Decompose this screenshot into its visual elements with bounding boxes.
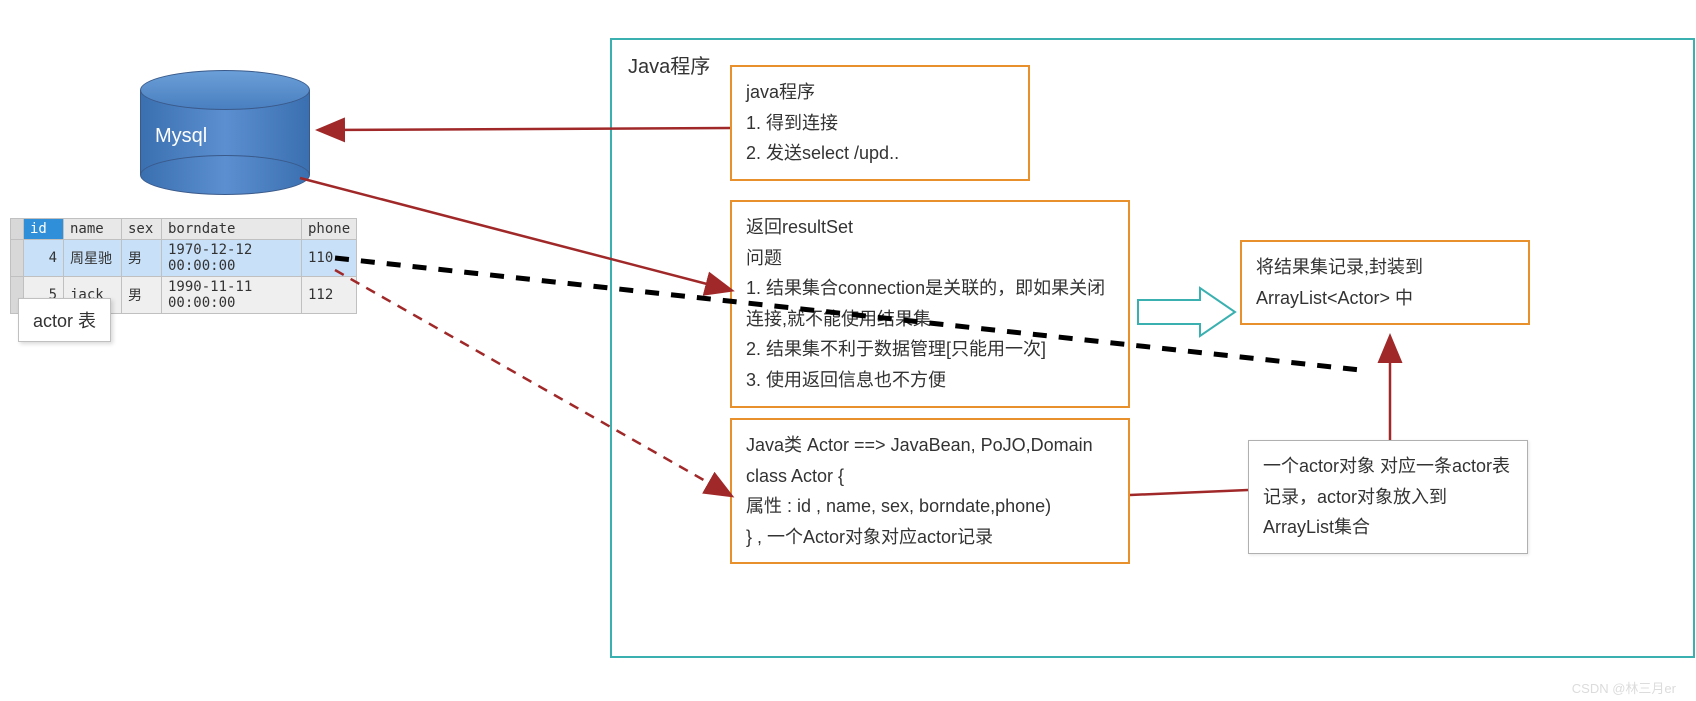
mysql-database-icon: Mysql xyxy=(140,70,310,190)
box-note: 一个actor对象 对应一条actor表记录，actor对象放入到ArrayLi… xyxy=(1248,440,1528,554)
col-name: name xyxy=(64,219,122,240)
col-borndate: borndate xyxy=(162,219,302,240)
box-java-process: java程序 1. 得到连接 2. 发送select /upd.. xyxy=(730,65,1030,181)
watermark: CSDN @林三月er xyxy=(1572,678,1676,697)
col-id: id xyxy=(24,219,64,240)
table-row: 4 周星驰 男 1970-12-12 00:00:00 110 xyxy=(11,240,357,277)
col-phone: phone xyxy=(302,219,357,240)
mysql-label: Mysql xyxy=(155,125,207,148)
box-arraylist: 将结果集记录,封装到 ArrayList<Actor> 中 xyxy=(1240,240,1530,325)
box-resultset: 返回resultSet 问题 1. 结果集合connection是关联的，即如果… xyxy=(730,200,1130,408)
col-sex: sex xyxy=(122,219,162,240)
box-actor-class: Java类 Actor ==> JavaBean, PoJO,Domain cl… xyxy=(730,418,1130,564)
table-name-label: actor 表 xyxy=(18,298,111,342)
